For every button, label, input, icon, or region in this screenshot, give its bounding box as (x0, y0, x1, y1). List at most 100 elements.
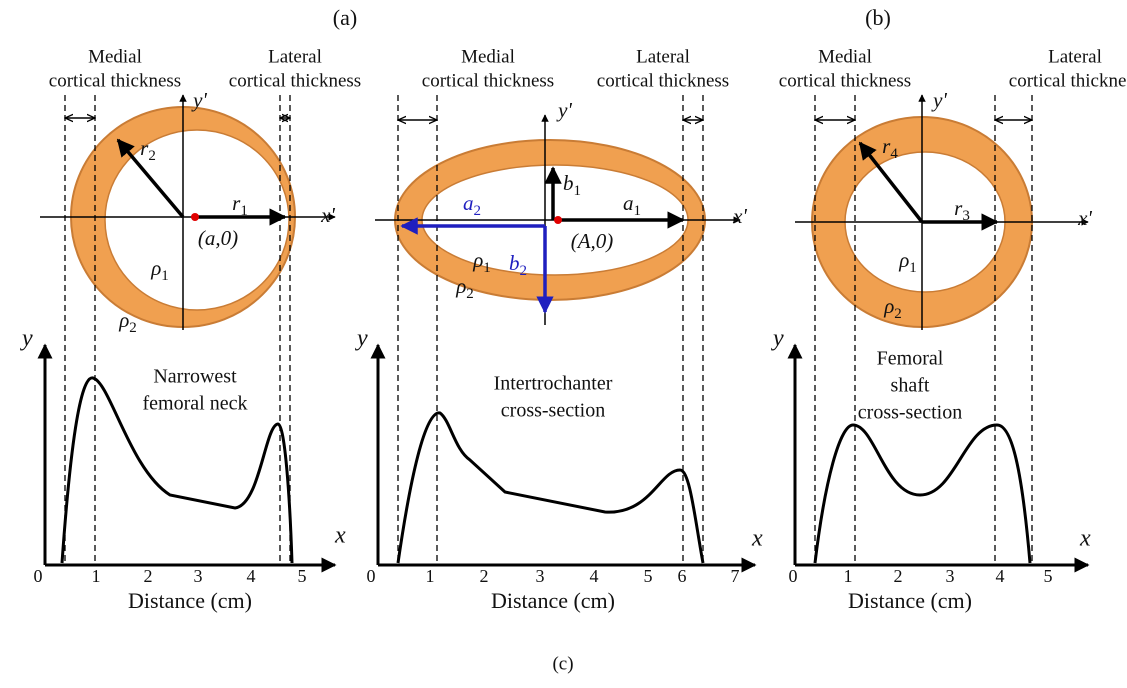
panel: (b) Medial cortical thickness Lateral cortic… (771, 5, 1127, 613)
tick-label: 0 (789, 566, 798, 586)
lateral-label: Lateral (268, 46, 322, 67)
symbol-subscript: 1 (240, 203, 248, 219)
symbol-base: a (463, 191, 474, 215)
symbol-label: r3 (954, 196, 970, 225)
medial-label: cortical thickness (779, 70, 911, 91)
tick-label: 1 (92, 566, 101, 586)
tick-label: 7 (731, 566, 740, 586)
tick-label: 3 (194, 566, 203, 586)
medial-label: cortical thickness (422, 70, 554, 91)
symbol-text: y' (556, 98, 572, 122)
symbol-base: r (232, 191, 241, 215)
symbol-label: ρ2 (883, 294, 902, 323)
tick-label: 1 (426, 566, 435, 586)
symbol-subscript: 2 (466, 286, 474, 302)
symbol-label: (a,0) (198, 226, 238, 250)
plot-y-label: y (771, 326, 784, 352)
tick-label: 2 (144, 566, 153, 586)
symbol-subscript: 4 (890, 146, 898, 162)
symbol-label: (A,0) (571, 229, 614, 253)
radius-arrow (116, 138, 185, 219)
plot-x-title: Distance (cm) (848, 588, 972, 613)
symbol-subscript: 2 (474, 203, 482, 219)
symbol-subscript: 1 (634, 203, 642, 219)
plot-x-title: Distance (cm) (491, 588, 615, 613)
lateral-label: cortical thickness (597, 70, 729, 91)
symbol-subscript: 3 (962, 208, 970, 224)
symbol-base: ρ (150, 256, 161, 280)
medial-label: Medial (88, 46, 142, 67)
symbol-label: b1 (563, 171, 581, 200)
plot-note: Femoral (877, 348, 944, 370)
symbol-label: ρ2 (118, 308, 137, 337)
symbol-base: ρ (898, 248, 909, 272)
symbol-subscript: 1 (483, 260, 491, 276)
symbol-base: r (140, 136, 149, 160)
symbol-text: x' (320, 203, 335, 227)
symbol-base: b (563, 171, 574, 195)
symbol-label: ρ1 (898, 248, 917, 277)
medial-label: Medial (461, 46, 515, 67)
lateral-label: Lateral (636, 46, 690, 67)
symbol-subscript: 1 (574, 183, 582, 199)
figure-caption: (c) (552, 653, 573, 674)
tick-label: 6 (678, 566, 687, 586)
plot-note: cross-section (858, 402, 962, 424)
symbol-label: x' (320, 203, 335, 227)
symbol-label: ρ1 (472, 248, 491, 277)
tick-label: 0 (34, 566, 43, 586)
plot-x-label: x (334, 523, 346, 549)
tick-label: 4 (590, 566, 599, 586)
tick-label: 2 (480, 566, 489, 586)
symbol-label: y' (931, 88, 947, 112)
panel: Medial cortical thickness Lateral cortical … (355, 46, 763, 613)
symbol-label: r4 (882, 134, 898, 163)
plot-x-label: x (751, 526, 763, 552)
tick-label: 0 (367, 566, 376, 586)
tick-label: 2 (894, 566, 903, 586)
panel-label: (a) (333, 5, 357, 30)
symbol-label: y' (191, 88, 207, 112)
symbol-label: a2 (463, 191, 481, 220)
symbol-subscript: 2 (148, 148, 156, 164)
symbol-text: x' (1077, 206, 1092, 230)
symbol-subscript: 1 (161, 268, 169, 284)
plot-y-label: y (355, 326, 368, 352)
symbol-label: y' (556, 98, 572, 122)
symbol-base: ρ (883, 294, 894, 318)
symbol-subscript: 1 (909, 260, 917, 276)
center-point (191, 213, 199, 221)
symbol-text: y' (931, 88, 947, 112)
lateral-label: cortical thickness (1009, 70, 1127, 91)
symbol-subscript: 2 (894, 306, 902, 322)
plot-note: Narrowest (153, 366, 237, 388)
symbol-base: r (882, 134, 891, 158)
symbol-base: r (954, 196, 963, 220)
radius-arrow (858, 141, 924, 224)
symbol-text: y' (191, 88, 207, 112)
tick-label: 4 (996, 566, 1005, 586)
tick-label: 3 (536, 566, 545, 586)
medial-label: Medial (818, 46, 872, 67)
symbol-text: x' (732, 204, 747, 228)
panel: (a) Medial cortical thickness Lateral cortic… (20, 5, 361, 613)
plot-y-label: y (20, 326, 33, 352)
panel-label: (b) (865, 5, 891, 30)
tick-label: 1 (844, 566, 853, 586)
medial-label: cortical thickness (49, 70, 181, 91)
symbol-label: ρ1 (150, 256, 169, 285)
plot-note: cross-section (501, 400, 605, 422)
symbol-base: a (623, 191, 634, 215)
plot-note: femoral neck (143, 393, 248, 415)
tick-label: 5 (1044, 566, 1053, 586)
symbol-label: b2 (509, 251, 527, 280)
plot-x-title: Distance (cm) (128, 588, 252, 613)
profile-curve (813, 423, 1032, 564)
symbol-label: r1 (232, 191, 248, 220)
profile-curve (396, 411, 705, 564)
symbol-text: (a,0) (198, 226, 238, 250)
symbol-label: x' (732, 204, 747, 228)
symbol-base: ρ (455, 274, 466, 298)
tick-label: 5 (644, 566, 653, 586)
tick-label: 5 (298, 566, 307, 586)
